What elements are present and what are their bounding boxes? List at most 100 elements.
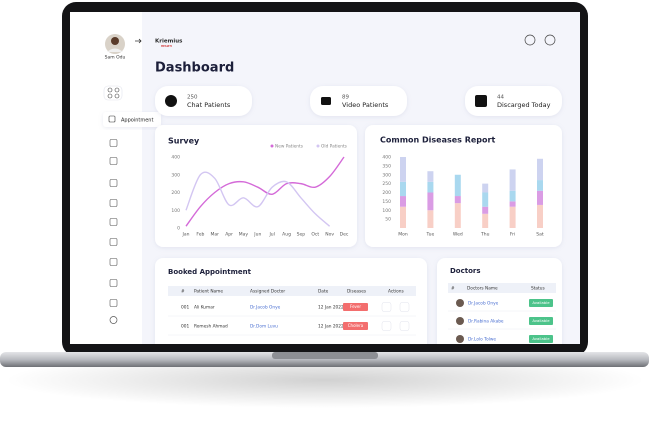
doctor-name: Dr.Rabina Akabe	[468, 319, 504, 325]
x-tick-label: Fri	[510, 232, 515, 238]
y-tick-label: 0	[177, 226, 180, 232]
table-header-bg	[448, 283, 556, 293]
y-tick-label: 300	[171, 172, 180, 178]
menu-active-label: Appointment	[121, 118, 153, 124]
legend-swatch	[270, 144, 274, 148]
status-badge	[529, 299, 553, 307]
menu-icon[interactable]	[109, 179, 118, 187]
x-tick-label: Jan	[182, 232, 190, 238]
status-label: Available	[532, 318, 550, 323]
bar-segment	[400, 181, 406, 197]
menu-dashboard[interactable]	[103, 85, 123, 101]
cell: 001	[181, 305, 189, 311]
x-tick-label: Jun	[253, 232, 261, 238]
bar-segment	[400, 196, 406, 207]
menu-icon[interactable]	[109, 157, 118, 165]
appointments-title: Booked Appointment	[168, 268, 252, 276]
menu-icon[interactable]	[109, 218, 118, 226]
disease-badge	[343, 303, 368, 311]
legend-label: New Patients	[275, 144, 304, 150]
bar-segment	[509, 206, 516, 228]
grid-dot	[114, 93, 120, 99]
bar-segment	[482, 183, 489, 193]
stat-value: 44	[497, 95, 504, 101]
status-badge	[529, 317, 553, 325]
avatar-body	[107, 48, 123, 52]
bar-segment	[509, 190, 516, 202]
menu-icon[interactable]	[109, 279, 118, 287]
brand-name: Kriemius	[155, 39, 183, 45]
sidebar	[70, 12, 142, 344]
legend-label: Old Patients	[321, 144, 348, 150]
disease-label: Cholera	[348, 323, 364, 328]
stat-icon	[165, 95, 177, 107]
disease-badge	[343, 322, 368, 330]
x-tick-label: Oct	[311, 232, 319, 238]
notification-icon[interactable]	[544, 34, 556, 46]
bar-segment	[400, 206, 406, 228]
delete-button[interactable]	[399, 321, 410, 331]
x-tick-label: Sat	[536, 232, 544, 238]
edit-button[interactable]	[381, 321, 392, 331]
doctor-name: Dr.Lolo Tolwe	[468, 337, 496, 343]
cell: 12 Jan 2022	[318, 324, 344, 330]
y-tick-label: 100	[171, 208, 180, 214]
x-tick-label: Apr	[225, 232, 233, 238]
x-tick-label: Dec	[340, 232, 349, 238]
avatar-head	[111, 37, 119, 45]
menu-icon[interactable]	[109, 258, 118, 266]
menu-icon[interactable]	[109, 139, 118, 147]
y-tick-label: 250	[382, 181, 391, 187]
menu-active-icon	[108, 115, 116, 123]
bar-segment	[427, 210, 434, 228]
user-name: Sam Odu	[105, 55, 126, 61]
bar-segment	[427, 192, 434, 211]
collapse-arrow[interactable]	[135, 38, 142, 44]
x-tick-label: Wed	[453, 232, 463, 238]
disease-label: Fever	[350, 304, 361, 309]
y-tick-label: 350	[382, 163, 391, 169]
cell: Dr.Jacob Onye	[250, 305, 281, 311]
stat-card	[465, 86, 562, 116]
y-tick-label: 400	[382, 155, 391, 161]
doctor-avatar	[456, 335, 464, 343]
y-tick-label: 50	[385, 217, 391, 223]
profile-icon[interactable]	[524, 34, 536, 46]
y-tick-label: 200	[171, 190, 180, 196]
bar-segment	[537, 204, 543, 228]
delete-button[interactable]	[399, 302, 410, 312]
grid-dot	[107, 87, 113, 93]
x-tick-label: Tue	[426, 232, 435, 238]
x-tick-label: Aug	[282, 232, 291, 238]
menu-icon[interactable]	[109, 299, 118, 307]
brand-tag: HEALTH	[161, 44, 172, 48]
logout-icon[interactable]	[109, 316, 118, 324]
menu-icon[interactable]	[109, 199, 118, 207]
cell: Ali Kumar	[194, 305, 215, 311]
x-tick-label: Nov	[325, 232, 334, 238]
bar-segment	[454, 203, 461, 228]
column-header: #	[451, 286, 455, 292]
x-tick-label: Thu	[480, 232, 490, 238]
table-header-bg	[168, 286, 416, 296]
menu-icon[interactable]	[109, 238, 118, 246]
bar-segment	[454, 174, 461, 197]
menu-active[interactable]	[103, 112, 161, 127]
bar-segment	[427, 171, 434, 182]
status-label: Available	[532, 336, 550, 341]
column-header: Patient Name	[194, 289, 223, 295]
stat-value: 89	[342, 95, 349, 101]
x-tick-label: Jul	[268, 232, 274, 238]
x-tick-label: Mar	[210, 232, 219, 238]
column-header: Status	[531, 286, 545, 292]
edit-button[interactable]	[381, 302, 392, 312]
column-header: Date	[318, 289, 329, 295]
bar-segment	[482, 206, 489, 214]
column-header: Assigned Doctor	[250, 289, 285, 295]
diseases-title: Common Diseases Report	[380, 136, 495, 145]
bar-segment	[427, 181, 434, 193]
grid-dot	[107, 93, 113, 99]
